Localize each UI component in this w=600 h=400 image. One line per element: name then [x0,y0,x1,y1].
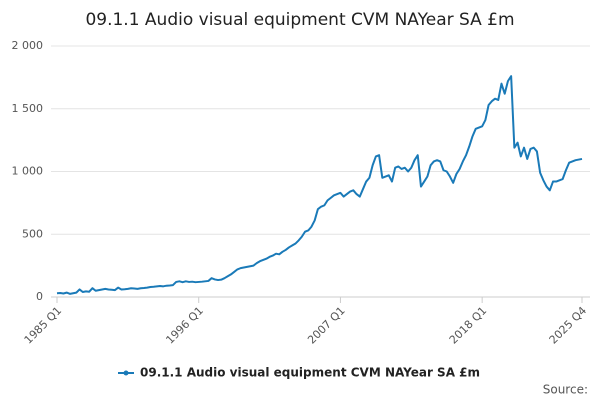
y-tick-label: 0 [36,290,43,303]
y-tick-label: 1 500 [12,102,44,115]
x-tick-label: 1985 Q1 [22,304,65,347]
x-tick-label: 2007 Q1 [305,304,348,347]
x-tick-label: 1996 Q1 [163,304,206,347]
chart-title: 09.1.1 Audio visual equipment CVM NAYear… [85,10,514,30]
x-tick-label: 2025 Q4 [547,304,590,347]
legend-marker [123,370,129,376]
x-tick-label: 2018 Q1 [447,304,490,347]
y-tick-label: 2 000 [12,39,44,52]
y-tick-label: 1 000 [12,165,44,178]
source: Source: [543,383,588,397]
legend-label: 09.1.1 Audio visual equipment CVM NAYear… [140,366,480,380]
series-line [56,75,583,295]
y-tick-label: 500 [22,227,43,240]
